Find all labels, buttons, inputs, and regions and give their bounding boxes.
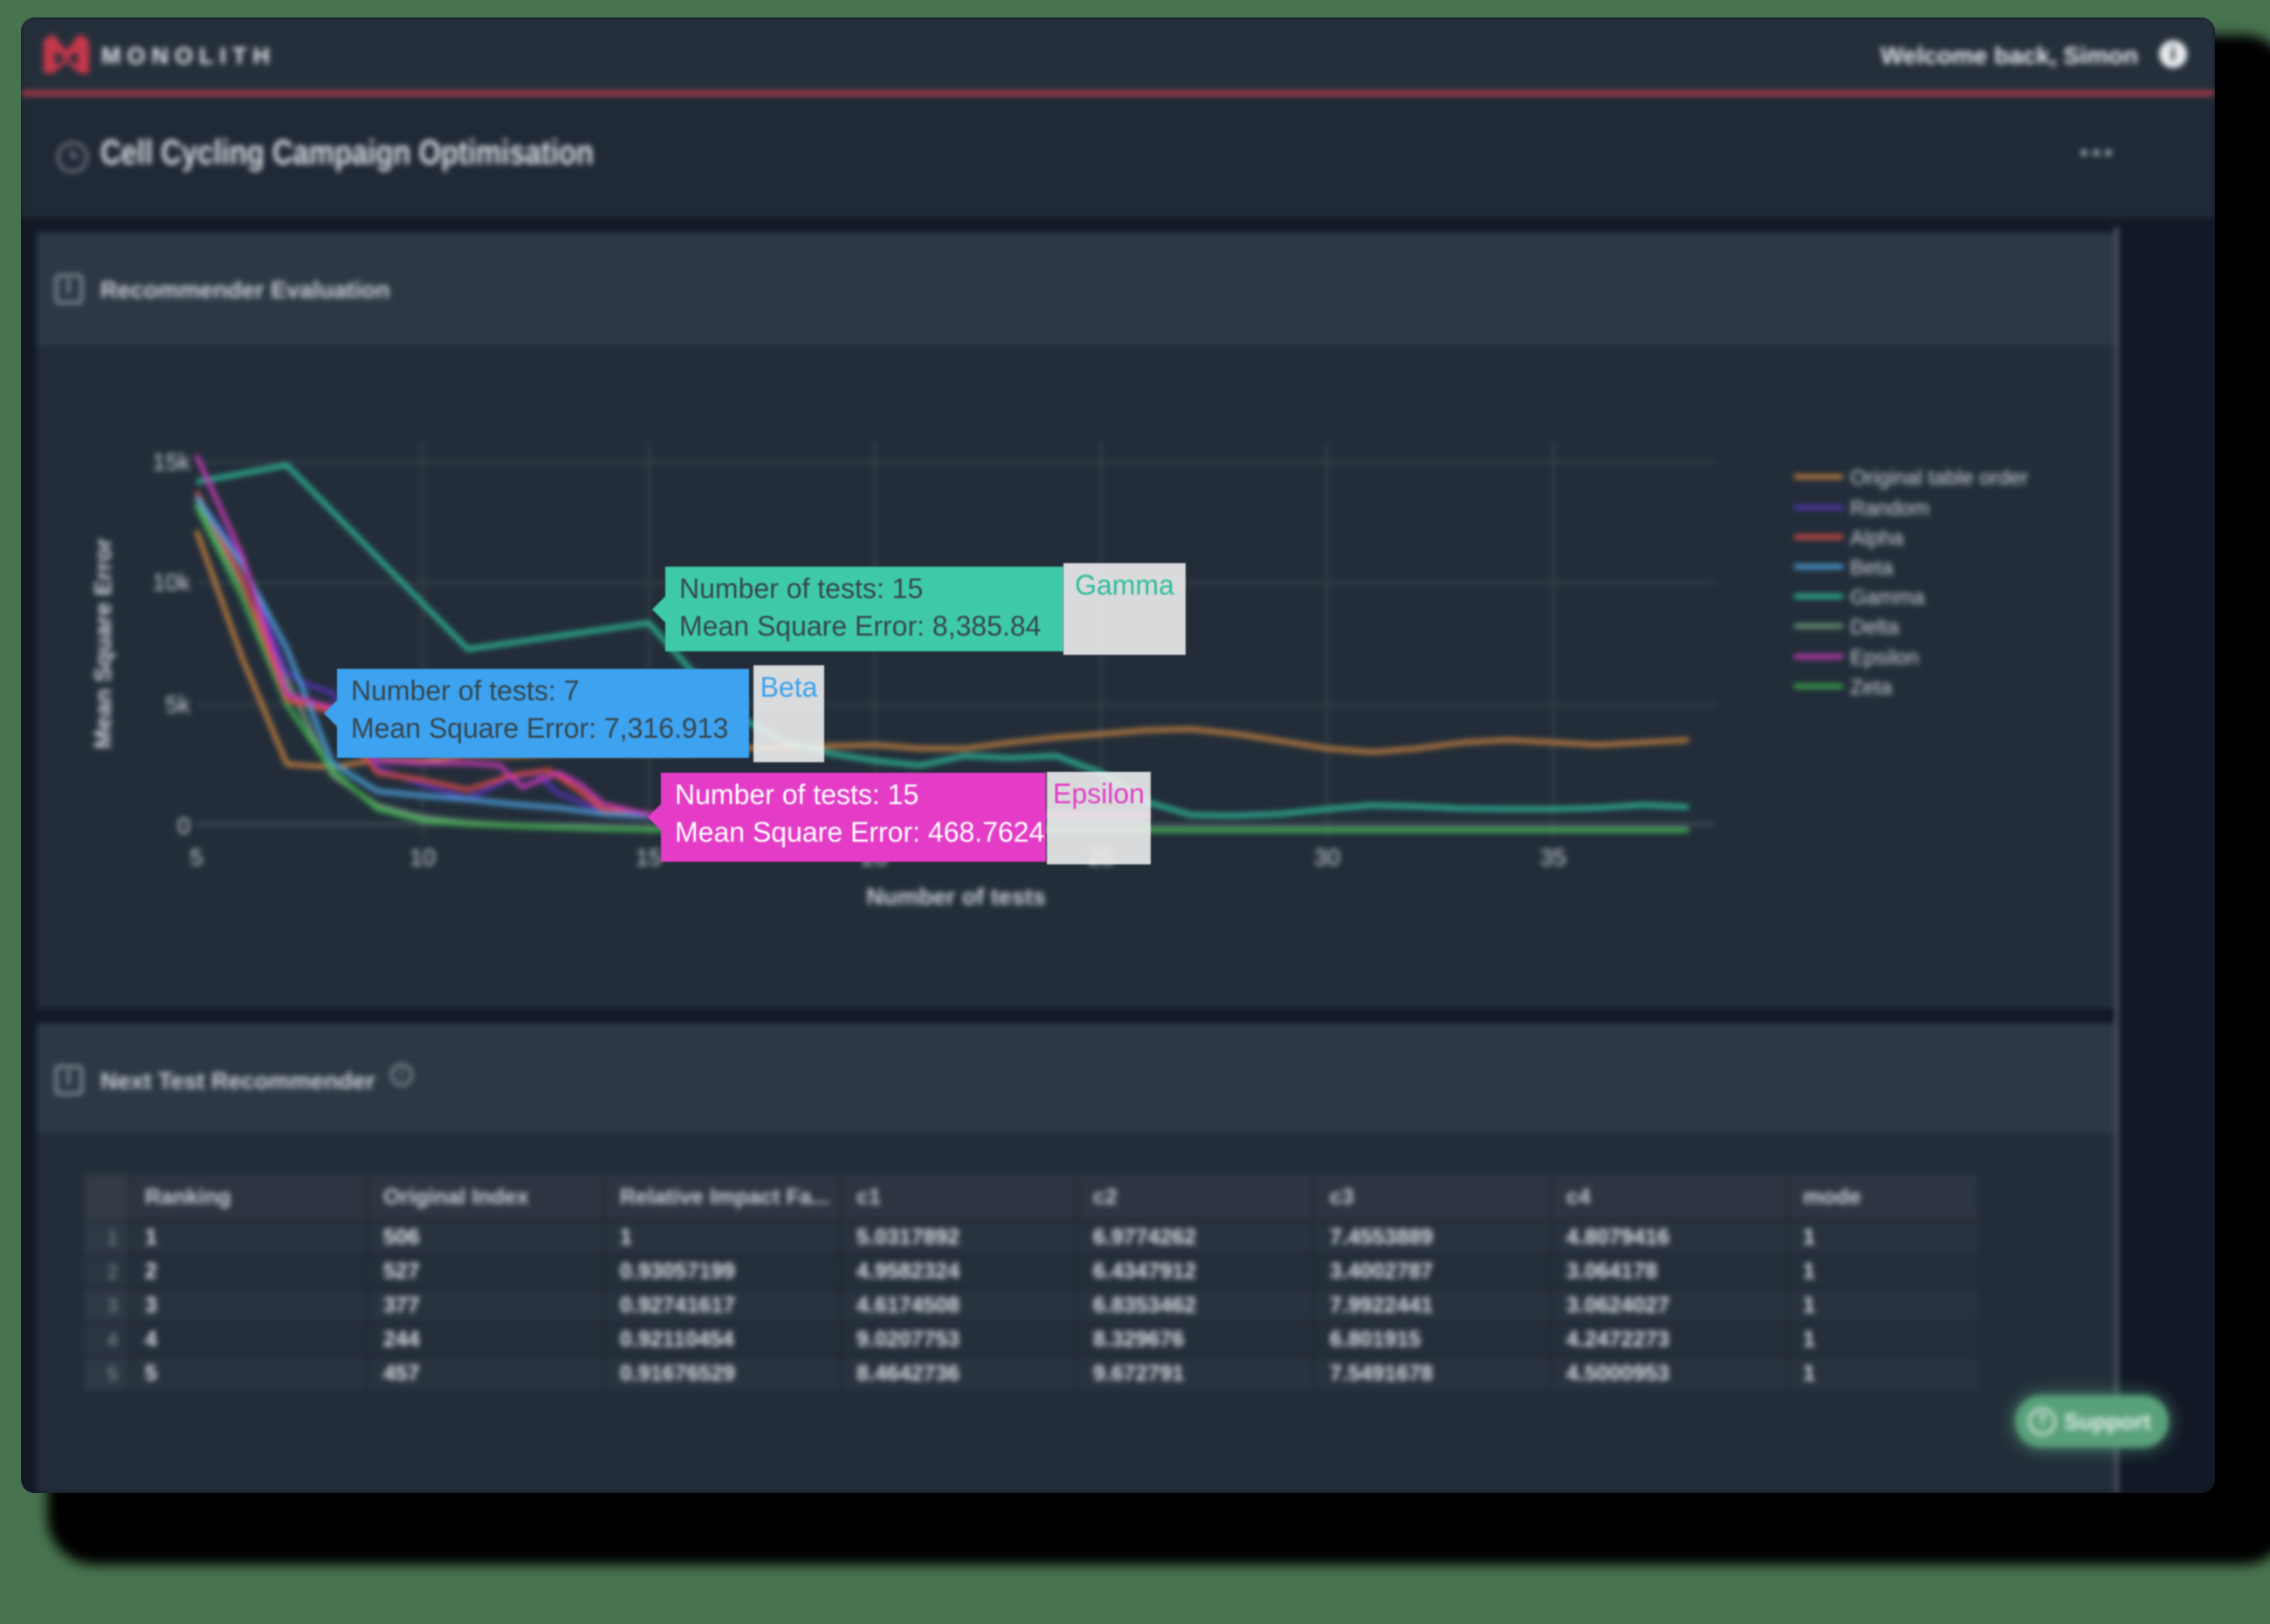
svg-text:Number of tests: Number of tests (866, 884, 1046, 910)
svg-text:Epsilon: Epsilon (1850, 646, 1919, 670)
svg-text:5k: 5k (165, 692, 190, 718)
svg-text:Delta: Delta (1850, 616, 1900, 639)
svg-text:30: 30 (1314, 844, 1340, 870)
svg-text:Random: Random (1850, 497, 1930, 520)
svg-text:15k: 15k (152, 449, 190, 475)
svg-text:Zeta: Zeta (1850, 676, 1893, 699)
svg-text:Gamma: Gamma (1850, 586, 1925, 609)
svg-text:35: 35 (1540, 844, 1566, 870)
svg-text:Original table order: Original table order (1850, 466, 2028, 490)
svg-text:5: 5 (189, 844, 203, 870)
svg-text:10: 10 (409, 844, 436, 870)
svg-text:Mean Square Error: Mean Square Error (90, 538, 116, 749)
svg-text:Alpha: Alpha (1850, 526, 1904, 550)
svg-text:Beta: Beta (1850, 556, 1894, 580)
svg-text:15: 15 (636, 844, 662, 870)
svg-text:0: 0 (177, 813, 190, 839)
svg-text:10k: 10k (152, 569, 190, 595)
